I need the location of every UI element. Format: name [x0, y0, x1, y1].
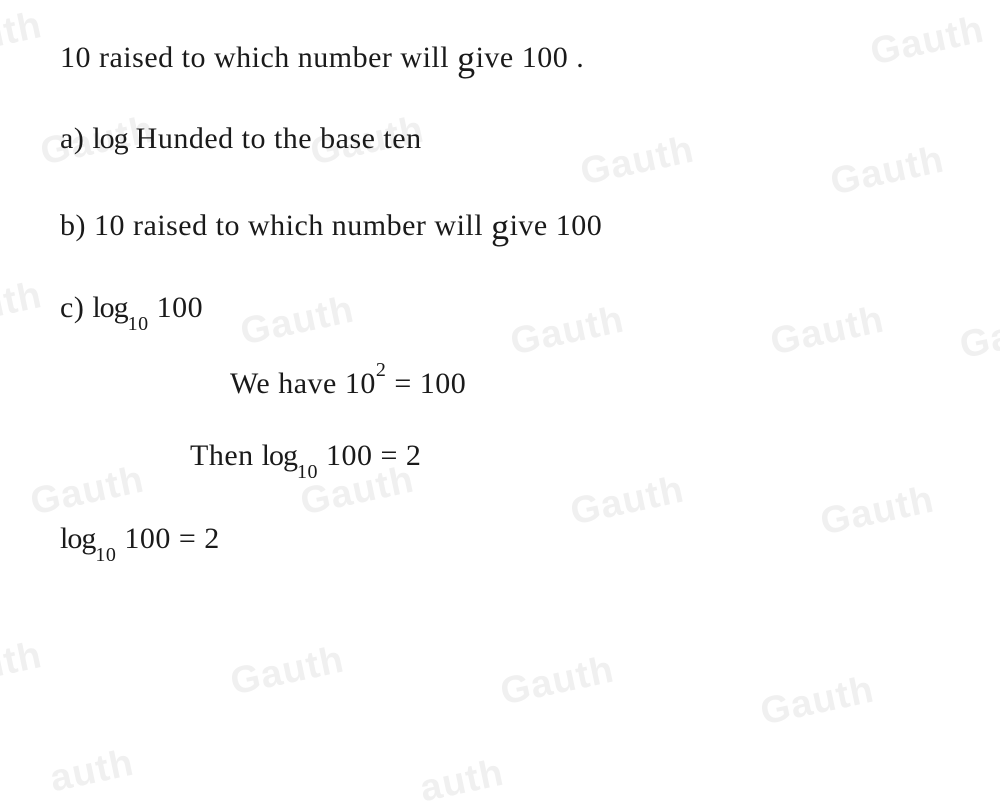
text: b) 10 raised to which number will — [60, 209, 491, 242]
watermark: auth — [416, 752, 507, 811]
watermark: Gauth — [757, 669, 878, 735]
watermark: auth — [46, 742, 137, 802]
text: log — [92, 291, 127, 324]
text: ive 100 . — [476, 41, 585, 74]
line-step-then: Then log10 100 = 2 — [60, 435, 950, 480]
line-option-a: a) log Hunded to the base ten — [60, 118, 950, 160]
watermark: uth — [0, 634, 46, 689]
line-step-wehave: We have 102 = 100 — [60, 362, 950, 405]
handwritten-content: 10 raised to which number will give 100 … — [0, 0, 1000, 593]
text: Then — [190, 439, 262, 472]
text: 100 = 2 — [318, 439, 421, 472]
subscript: 10 — [95, 544, 116, 566]
line-answer: log10 100 = 2 — [60, 518, 950, 563]
text: 10 raised to which number will — [60, 41, 457, 74]
subscript: 10 — [297, 461, 318, 483]
text: Hunded to the base ten — [128, 122, 422, 155]
text: c) — [60, 291, 92, 324]
text: 100 — [149, 291, 204, 324]
text: = 100 — [386, 367, 466, 400]
text: 100 = 2 — [116, 522, 219, 555]
text: g — [457, 34, 476, 84]
text: We have 10 — [230, 367, 376, 400]
superscript: 2 — [376, 359, 387, 381]
line-question: 10 raised to which number will give 100 … — [60, 30, 950, 80]
watermark: Gauth — [497, 649, 618, 715]
subscript: 10 — [128, 313, 149, 335]
text: a) — [60, 122, 92, 155]
text: ive 100 — [510, 209, 603, 242]
line-option-b: b) 10 raised to which number will give 1… — [60, 198, 950, 248]
text: log — [60, 522, 95, 555]
text: log — [92, 122, 127, 155]
line-option-c: c) log10 100 — [60, 287, 950, 332]
text: g — [491, 202, 510, 252]
watermark: Gauth — [227, 639, 348, 705]
text: log — [262, 439, 297, 472]
